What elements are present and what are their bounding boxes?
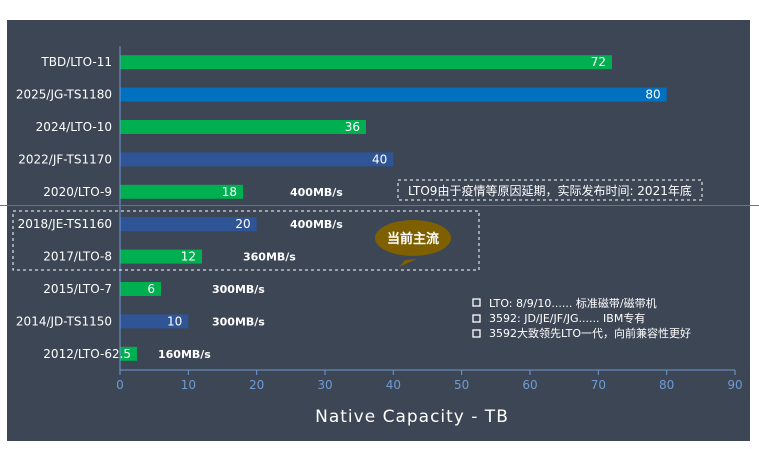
bar-2022-jf-ts1170 bbox=[120, 152, 394, 167]
category-label: 2020/LTO-9 bbox=[43, 185, 112, 199]
mainstream-highlight-box bbox=[12, 210, 480, 271]
category-label: 2022/JF-TS1170 bbox=[18, 152, 112, 166]
x-tick-label: 30 bbox=[317, 378, 332, 392]
legend-line-1: LTO: 8/9/10...... 标准磁带/磁带机 bbox=[489, 296, 657, 310]
value-label: 10 bbox=[167, 314, 182, 328]
category-label: 2012/LTO-6 bbox=[43, 347, 112, 361]
value-label: 18 bbox=[222, 185, 237, 199]
legend-bullet-icon bbox=[472, 329, 481, 338]
delay-note: LTO9由于疫情等原因延期，实际发布时间: 2021年底 bbox=[408, 183, 692, 198]
x-tick-label: 40 bbox=[386, 378, 401, 392]
category-label: 2017/LTO-8 bbox=[43, 250, 112, 264]
bar-2015-lto-7 bbox=[120, 282, 161, 296]
bar-2017-lto-8 bbox=[120, 249, 202, 264]
bar-2025-jg-ts1180 bbox=[120, 87, 667, 102]
value-label: 6 bbox=[147, 282, 155, 296]
value-label: 72 bbox=[591, 55, 606, 69]
value-label: 12 bbox=[181, 250, 196, 264]
chart-panel: TBD/LTO-11 72 2025/JG-TS1180 80 2024/LTO-10 3… bbox=[7, 20, 750, 441]
bar-tbd-lto-11 bbox=[120, 55, 612, 70]
legend-bullet-icon bbox=[472, 314, 481, 323]
divider-line bbox=[0, 205, 759, 206]
legend-line-2: 3592: JD/JE/JF/JG...... IBM专有 bbox=[489, 311, 645, 325]
x-tick-label: 90 bbox=[727, 378, 742, 392]
x-tick-label: 10 bbox=[181, 378, 196, 392]
speed-label: 400MB/s bbox=[290, 186, 343, 199]
category-label: 2024/LTO-10 bbox=[36, 120, 112, 134]
category-label: 2025/JG-TS1180 bbox=[16, 88, 112, 102]
x-tick-label: 70 bbox=[591, 378, 606, 392]
speed-label: 400MB/s bbox=[290, 218, 343, 231]
value-label: 80 bbox=[645, 88, 660, 102]
category-label: 2018/JE-TS1160 bbox=[18, 217, 112, 231]
category-label: 2015/LTO-7 bbox=[43, 282, 112, 296]
x-tick-label: 80 bbox=[659, 378, 674, 392]
x-tick-label: 50 bbox=[454, 378, 469, 392]
bar-2024-lto-10 bbox=[120, 120, 366, 134]
mainstream-bubble: 当前主流 bbox=[375, 220, 451, 267]
x-tick-label: 60 bbox=[522, 378, 537, 392]
bar-2018-je-ts1160 bbox=[120, 217, 257, 232]
mainstream-bubble-text: 当前主流 bbox=[387, 231, 439, 247]
legend-line-3: 3592大致领先LTO一代，向前兼容性更好 bbox=[489, 326, 691, 340]
category-label: TBD/LTO-11 bbox=[40, 55, 112, 69]
speed-label: 160MB/s bbox=[158, 348, 211, 361]
bar-2012-lto-6 bbox=[120, 346, 138, 361]
speed-label: 300MB/s bbox=[212, 315, 265, 328]
x-axis-title: Native Capacity - TB bbox=[315, 407, 509, 427]
delay-note-box bbox=[397, 179, 703, 201]
bar-2014-jd-ts1150 bbox=[120, 314, 189, 329]
x-tick-label: 20 bbox=[249, 378, 264, 392]
value-label: 2.5 bbox=[112, 347, 131, 361]
speed-label: 360MB/s bbox=[243, 251, 296, 264]
value-label: 40 bbox=[372, 152, 387, 166]
bar-2020-lto-9 bbox=[120, 184, 243, 199]
speed-label: 300MB/s bbox=[212, 283, 265, 296]
value-label: 20 bbox=[235, 217, 250, 231]
category-label: 2014/JD-TS1150 bbox=[16, 314, 112, 328]
bar-chart: TBD/LTO-11 72 2025/JG-TS1180 80 2024/LTO-10 3… bbox=[12, 46, 743, 427]
value-label: 36 bbox=[345, 120, 360, 134]
legend: LTO: 8/9/10...... 标准磁带/磁带机 3592: JD/JE/J… bbox=[472, 296, 691, 340]
legend-bullet-icon bbox=[472, 298, 481, 307]
x-tick-label: 0 bbox=[116, 378, 124, 392]
